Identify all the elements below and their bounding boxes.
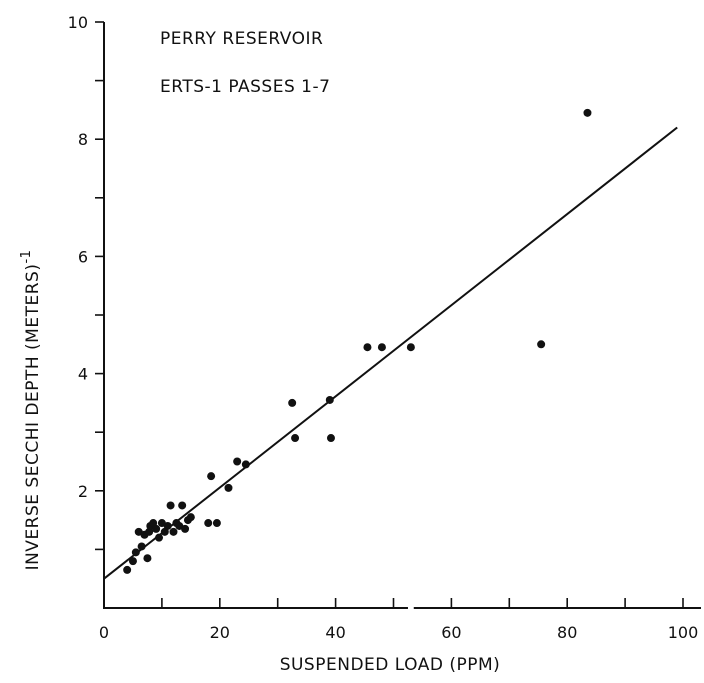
data-point: [326, 434, 335, 443]
data-point: [169, 527, 178, 536]
data-point: [123, 565, 132, 574]
x-tick-label-80: 80: [557, 623, 577, 642]
data-point: [406, 343, 415, 352]
chart-subtitle: ERTS-1 PASSES 1-7: [160, 77, 330, 97]
data-point: [131, 548, 140, 557]
data-point: [288, 398, 297, 407]
data-point: [583, 108, 592, 117]
y-axis-title-text: INVERSE SECCHI DEPTH (METERS): [23, 264, 43, 571]
y-axis-title-superscript: -1: [19, 250, 34, 264]
data-point: [181, 524, 190, 533]
data-point: [207, 472, 216, 481]
data-point: [163, 521, 172, 530]
y-axis-title: INVERSE SECCHI DEPTH (METERS)-1: [19, 250, 43, 571]
axes: [103, 22, 701, 609]
chart-title: PERRY RESERVOIR: [160, 29, 323, 49]
data-point: [143, 554, 152, 563]
data-point: [233, 457, 242, 466]
y-tick-label-10: 10: [68, 13, 88, 32]
points-group: [123, 108, 592, 574]
y-tick-label-2: 2: [78, 482, 88, 501]
data-point: [178, 501, 187, 510]
data-point: [155, 533, 164, 542]
y-axis-title-group: INVERSE SECCHI DEPTH (METERS)-1: [19, 250, 43, 571]
x-tick-label-40: 40: [325, 623, 345, 642]
data-point: [204, 519, 213, 528]
data-point: [241, 460, 250, 469]
data-point: [212, 519, 221, 528]
data-point: [363, 343, 372, 352]
y-tick-label-8: 8: [78, 130, 88, 149]
data-point: [224, 483, 233, 492]
fit-line: [103, 126, 678, 580]
x-tick-label-0: 0: [99, 623, 109, 642]
fit-line-group: [103, 126, 678, 580]
data-point: [291, 434, 300, 443]
data-point: [325, 395, 334, 404]
x-tick-label-60: 60: [441, 623, 461, 642]
data-point: [537, 340, 546, 349]
x-tick-label-100: 100: [668, 623, 699, 642]
x-tick-label-20: 20: [210, 623, 230, 642]
data-point: [128, 557, 137, 566]
data-point: [377, 343, 386, 352]
x-axis-title: SUSPENDED LOAD (PPM): [280, 655, 501, 675]
data-point: [186, 513, 195, 522]
ticks: 0 20 40 60 80 100 2 4 6 8 10: [68, 13, 699, 642]
y-tick-label-4: 4: [78, 365, 88, 384]
data-point: [137, 542, 146, 551]
y-tick-label-6: 6: [78, 247, 88, 266]
data-point: [166, 501, 175, 510]
data-point: [152, 524, 161, 533]
